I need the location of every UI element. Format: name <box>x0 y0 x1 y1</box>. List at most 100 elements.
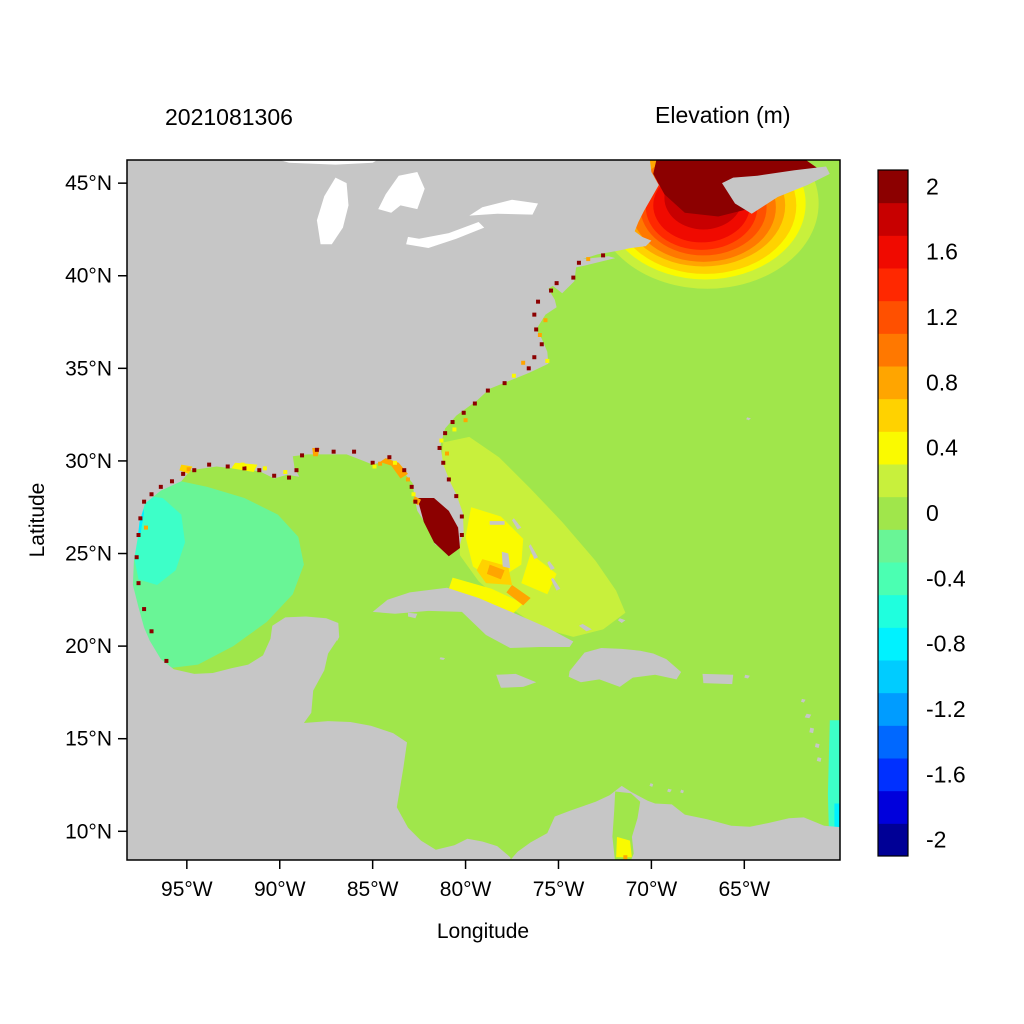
x-tick-label: 90°W <box>254 878 306 901</box>
land-grand-bahama <box>489 521 505 525</box>
bahamas-orange-1 <box>486 564 505 580</box>
colorbar-tick-label: -1.2 <box>926 696 966 722</box>
coastal-surge-points-darkred <box>536 299 541 304</box>
coastal-points-orange <box>405 477 410 482</box>
coastal-surge-points-darkred <box>532 355 537 360</box>
coastal-surge-points-darkred <box>441 460 446 465</box>
coastal-surge-points-darkred <box>534 327 539 332</box>
field-title: Elevation (m) <box>655 102 791 128</box>
colorbar-cell <box>878 725 908 759</box>
coastal-surge-points-darkred <box>402 468 407 473</box>
land-virgin-islands <box>744 674 750 679</box>
land-hispaniola <box>568 648 682 687</box>
coastal-surge-points-darkred <box>409 484 414 489</box>
coastal-points-yellow <box>262 466 267 471</box>
coastal-surge-points-darkred <box>192 468 197 473</box>
cuba-north-yellow <box>448 577 524 615</box>
colorbar-tick-label: 0.4 <box>926 435 958 461</box>
coastal-surge-points-darkred <box>225 464 230 469</box>
land-eleuthera <box>528 544 538 560</box>
y-tick-label: 20°N <box>65 635 112 658</box>
colorbar-cell <box>878 627 908 661</box>
land-south-america <box>510 785 840 860</box>
coastal-surge-points-darkred <box>370 460 375 465</box>
colorbar-cell <box>878 692 908 726</box>
colorbar-tick-label: 2 <box>926 173 939 199</box>
coastal-surge-points-darkred <box>461 410 466 415</box>
coastal-points-orange <box>378 461 383 466</box>
coastal-surge-points-darkred <box>149 629 154 634</box>
coastal-surge-points-darkred <box>272 473 277 478</box>
coastal-points-yellow <box>392 460 397 465</box>
run-id-title: 2021081306 <box>165 104 293 130</box>
coastal-surge-points-darkred <box>257 468 262 473</box>
colorbar-tick-label: 0.8 <box>926 369 958 395</box>
bahamas-orange-2 <box>506 585 531 606</box>
coastal-points-yellow <box>439 438 444 443</box>
land-curacao <box>667 788 672 793</box>
lake-erie <box>406 222 485 248</box>
land-long-island-bahamas <box>551 577 561 591</box>
bahamas-yellow-east <box>521 553 557 595</box>
coastal-points-orange <box>463 418 468 423</box>
coastal-surge-points-darkred <box>387 455 392 460</box>
plot-border <box>126 159 841 861</box>
coastal-surge-points-darkred <box>502 381 507 386</box>
coastal-surge-points-darkred <box>149 492 154 497</box>
coastal-points-yellow <box>240 462 245 467</box>
coastal-surge-points-darkred <box>134 555 139 560</box>
colorbar-border <box>877 169 909 857</box>
big-bend-orange <box>380 458 408 479</box>
colorbar-cell <box>878 333 908 367</box>
lake-huron <box>378 172 425 213</box>
coastal-surge-points-darkred <box>443 431 448 436</box>
y-tick-label: 35°N <box>65 357 112 380</box>
colorbar-cell <box>878 235 908 269</box>
coastal-points-orange <box>537 333 542 337</box>
colorbar-cell <box>878 464 908 498</box>
land-st-lucia <box>816 757 822 762</box>
land-nova-scotia <box>722 166 830 214</box>
colorbar-cell <box>878 398 908 432</box>
coastal-surge-points-darkred <box>181 471 186 476</box>
x-axis-label: Longitude <box>436 920 530 943</box>
y-axis-label: Latitude <box>26 482 49 558</box>
gulf-of-mexico-aqua <box>132 494 185 585</box>
y-tick-label: 15°N <box>65 728 112 751</box>
coastal-surge-points-darkred <box>142 607 147 612</box>
y-tick-label: 45°N <box>65 172 112 195</box>
coastal-surge-points-darkred <box>164 658 169 663</box>
coastal-points-orange <box>543 318 548 323</box>
y-tick-label: 10°N <box>65 820 112 843</box>
coastal-surge-points-darkred <box>158 484 163 489</box>
y-tick-label: 40°N <box>65 265 112 288</box>
colorbar-tick-label: 1.2 <box>926 304 958 330</box>
colorbar-cell <box>878 300 908 334</box>
colorbar-tick-label: -0.8 <box>926 631 966 657</box>
coastal-surge-points-darkred <box>485 388 490 393</box>
colorbar-cell <box>878 758 908 792</box>
coastal-points-yellow <box>511 373 516 378</box>
x-tick-label: 95°W <box>161 878 213 901</box>
land-isla-juventud <box>408 612 418 619</box>
coastal-surge-points-darkred <box>314 447 319 452</box>
land-cat-island <box>547 560 555 571</box>
coastal-surge-points-darkred <box>242 466 247 471</box>
colorbar-cell <box>878 594 908 628</box>
axes-layer: 95°W 90°W 85°W 80°W 75°W 70°W 65°W 45°N 40°N 35°N… <box>65 159 841 901</box>
coastal-surge-points-darkred <box>450 420 455 425</box>
x-tick-label: 80°W <box>440 878 492 901</box>
land-bonaire <box>680 789 684 794</box>
coastal-points-orange <box>444 451 449 456</box>
coastal-surge-points-darkred <box>352 449 357 454</box>
coastal-surge-points-darkred <box>459 514 464 519</box>
coastal-points-yellow <box>411 492 416 497</box>
coastal-surge-points-darkred <box>437 445 442 450</box>
coastal-surge-points-darkred <box>576 260 581 265</box>
coastal-surge-points-darkred <box>413 499 418 504</box>
land-abaco <box>512 518 522 530</box>
coastal-surge-points-darkred <box>300 453 305 458</box>
land-turks <box>617 618 626 623</box>
x-tick-label: 85°W <box>347 878 399 901</box>
